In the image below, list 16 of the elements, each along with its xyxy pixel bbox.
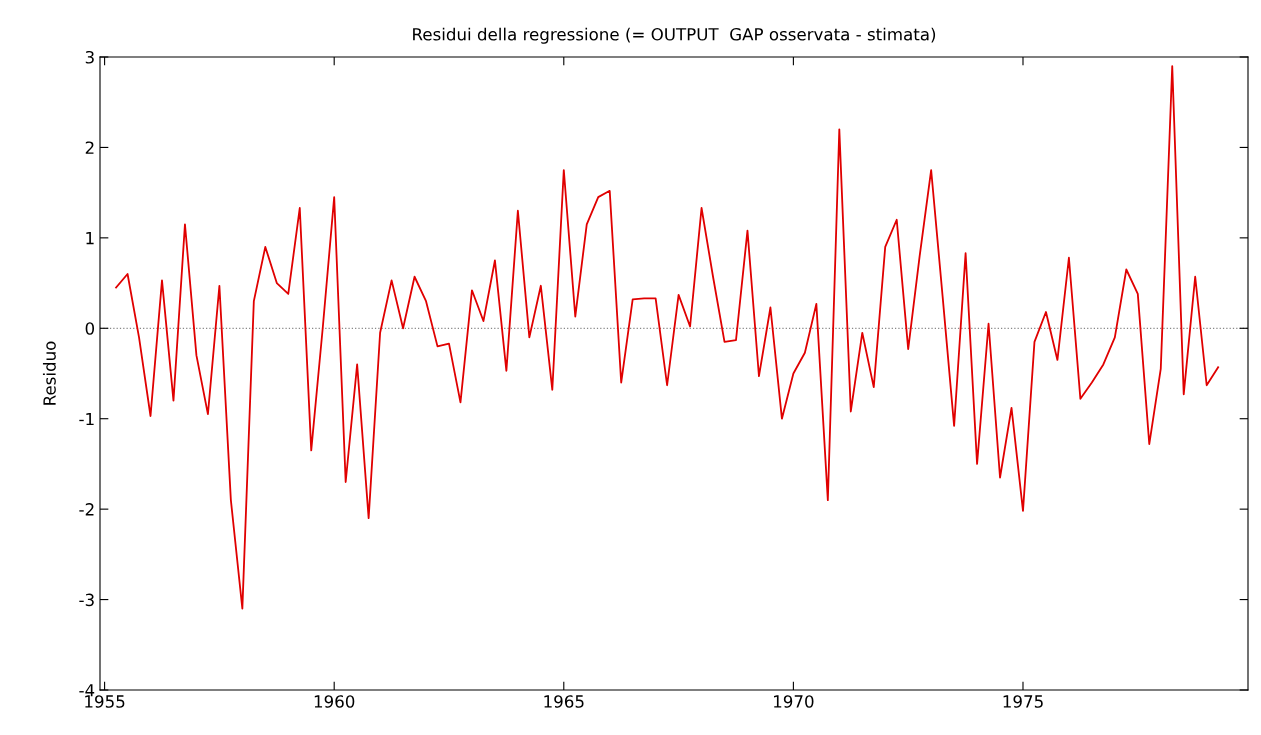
line-series — [115, 65, 1220, 610]
y-tick-label: -4 — [79, 684, 95, 697]
y-tick-label: 1 — [86, 232, 94, 245]
y-tick-label: 0 — [85, 322, 95, 335]
x-tick-label: 1970 — [774, 695, 814, 708]
x-tick-label: 1965 — [544, 695, 584, 708]
x-tick-label: 1955 — [85, 695, 125, 708]
y-tick-label: -1 — [79, 412, 94, 426]
chart-title: Residui della regressione (= OUTPUT GAP osservata - stimata) — [413, 27, 936, 44]
y-tick-label: -2 — [79, 503, 94, 516]
y-tick-label: 3 — [85, 50, 94, 64]
y-tick-label: -3 — [79, 593, 94, 607]
y-tick-label: 2 — [85, 141, 94, 154]
x-tick-label: 1960 — [314, 695, 355, 708]
x-tick-label: 1975 — [1003, 695, 1043, 708]
y-axis-title: Residuo — [42, 341, 56, 405]
